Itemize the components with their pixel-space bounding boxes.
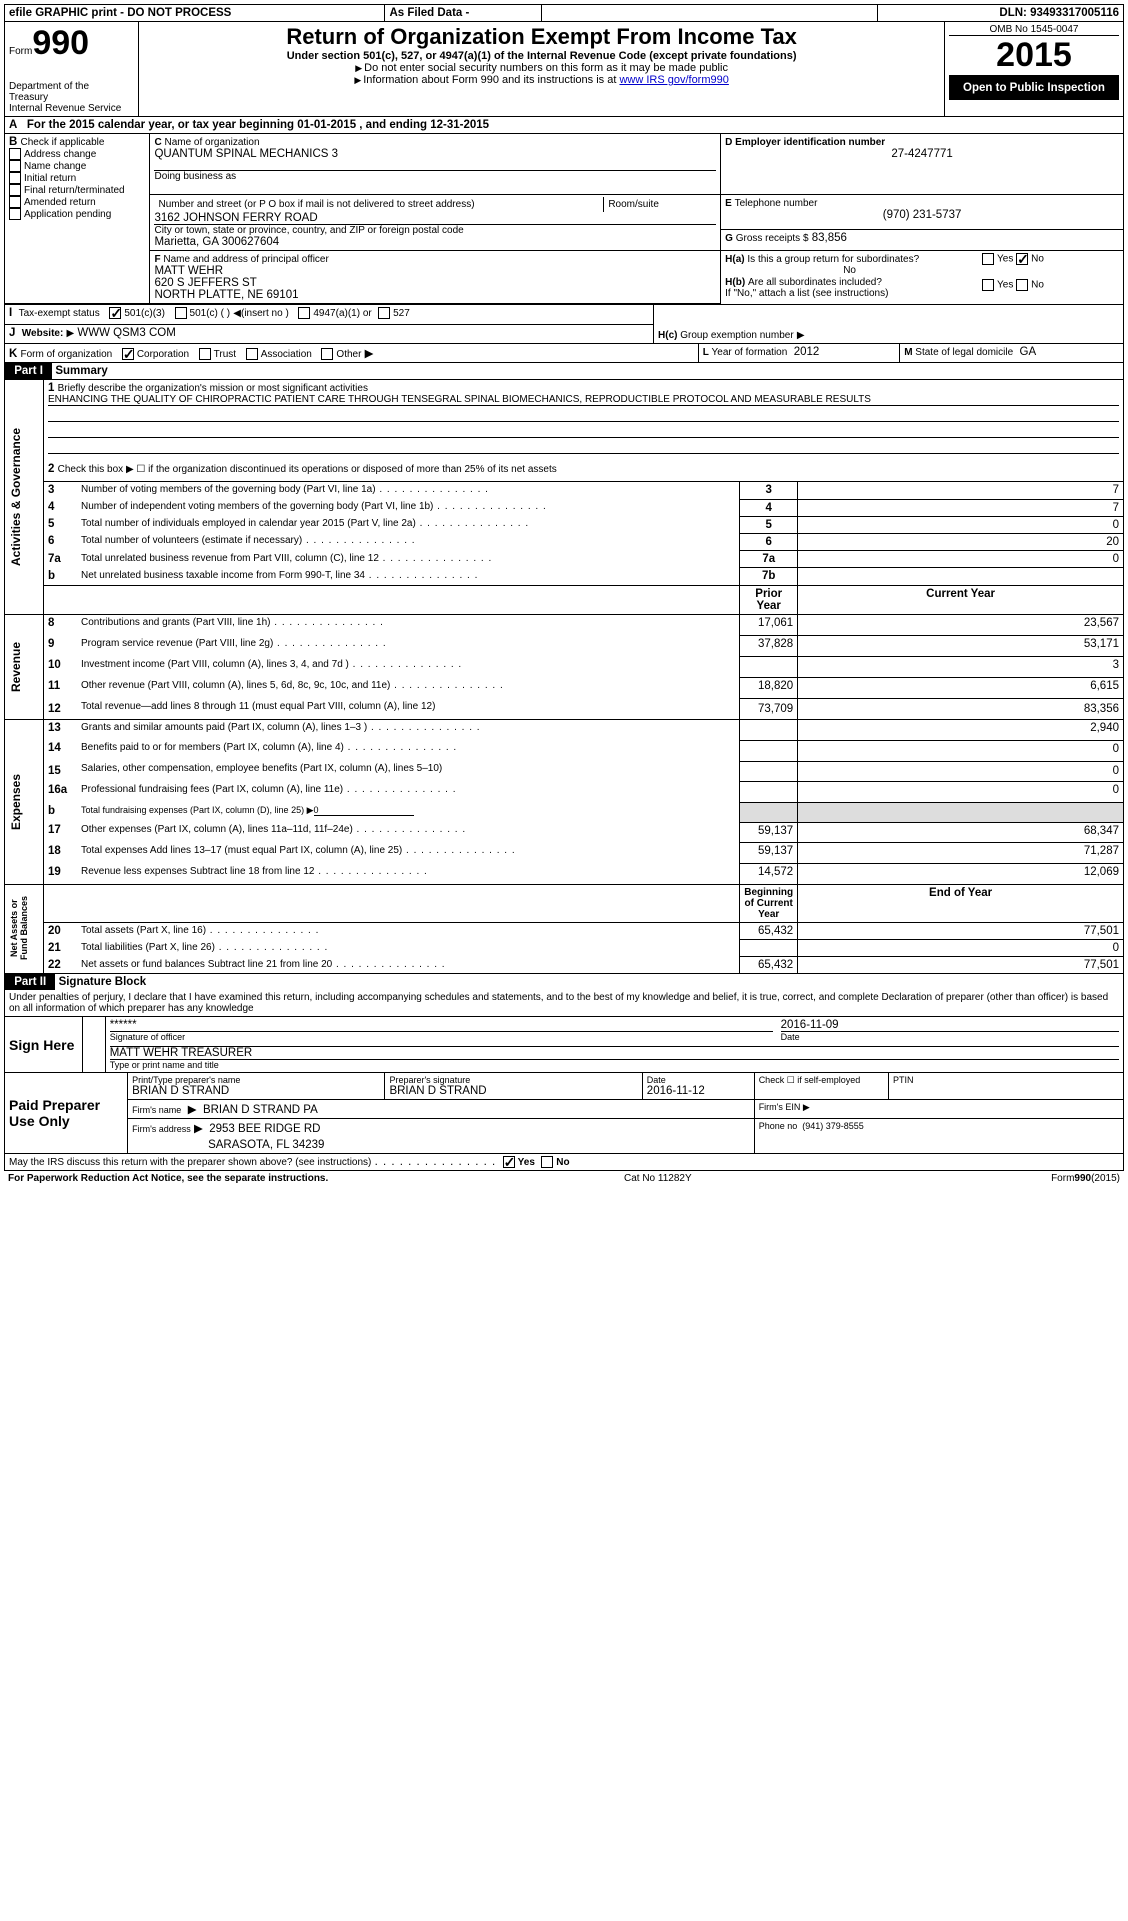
firm-phone: (941) 379-8555 xyxy=(802,1121,864,1131)
ha-no-checkbox[interactable] xyxy=(1016,253,1028,265)
prior-year-header: Prior Year xyxy=(740,585,798,614)
officer-name: MATT WEHR xyxy=(154,265,716,277)
irs-link[interactable]: www IRS gov/form990 xyxy=(619,74,728,86)
4947-checkbox[interactable] xyxy=(298,307,310,319)
street-address: 3162 JOHNSON FERRY ROAD xyxy=(154,212,716,224)
527-checkbox[interactable] xyxy=(378,307,390,319)
501c3-checkbox[interactable] xyxy=(109,307,121,319)
domicile-state: GA xyxy=(1020,346,1037,358)
discuss-yes-checkbox[interactable] xyxy=(503,1156,515,1168)
part1-table: Activities & Governance 1 Briefly descri… xyxy=(4,380,1124,974)
tax-year: 2015 xyxy=(949,36,1119,76)
paid-preparer-block: Paid Preparer Use Only Print/Type prepar… xyxy=(4,1073,1124,1154)
efile-label: efile GRAPHIC print - DO NOT PROCESS xyxy=(5,5,385,22)
name-change-checkbox[interactable] xyxy=(9,160,21,172)
hb-yes-checkbox[interactable] xyxy=(982,279,994,291)
perjury-declaration: Under penalties of perjury, I declare th… xyxy=(4,990,1124,1016)
officer-sign-date: 2016-11-09 xyxy=(781,1019,1119,1031)
hb-no-checkbox[interactable] xyxy=(1016,279,1028,291)
form-number: 990 xyxy=(32,24,89,62)
signature-block: Sign Here ****** Signature of officer 20… xyxy=(4,1016,1124,1073)
gross-receipts: 83,856 xyxy=(812,232,847,244)
other-checkbox[interactable] xyxy=(321,348,333,360)
application-pending-checkbox[interactable] xyxy=(9,208,21,220)
amended-return-checkbox[interactable] xyxy=(9,196,21,208)
officer-print-name: MATT WEHR TREASURER xyxy=(110,1046,1119,1059)
preparer-name: BRIAN D STRAND xyxy=(132,1085,380,1097)
discuss-no-checkbox[interactable] xyxy=(541,1156,553,1168)
501c-checkbox[interactable] xyxy=(175,307,187,319)
dln-cell: DLN: 93493317005116 xyxy=(877,5,1123,22)
form-header: Form990 Department of the Treasury Inter… xyxy=(4,22,1124,117)
address-change-checkbox[interactable] xyxy=(9,148,21,160)
page-footer: For Paperwork Reduction Act Notice, see … xyxy=(4,1171,1124,1186)
trust-checkbox[interactable] xyxy=(199,348,211,360)
form-title: Return of Organization Exempt From Incom… xyxy=(143,24,940,50)
ha-yes-checkbox[interactable] xyxy=(982,253,994,265)
preparer-date: 2016-11-12 xyxy=(647,1085,750,1097)
omb-number: OMB No 1545-0047 xyxy=(949,24,1119,36)
part2-header: Part II xyxy=(5,974,55,990)
corporation-checkbox[interactable] xyxy=(122,348,134,360)
firm-name: BRIAN D STRAND PA xyxy=(203,1104,318,1116)
initial-return-checkbox[interactable] xyxy=(9,172,21,184)
gov-row: 3 Number of voting members of the govern… xyxy=(5,482,1124,499)
top-bar: efile GRAPHIC print - DO NOT PROCESS As … xyxy=(4,4,1124,22)
website: WWW QSM3 COM xyxy=(77,327,175,339)
phone: (970) 231-5737 xyxy=(725,209,1119,221)
entity-info: B Check if applicable Address change Nam… xyxy=(4,134,1124,304)
current-year-header: Current Year xyxy=(798,585,1124,614)
ein: 27-4247771 xyxy=(725,148,1119,160)
mission-text: ENHANCING THE QUALITY OF CHIROPRACTIC PA… xyxy=(48,394,1119,406)
final-return-checkbox[interactable] xyxy=(9,184,21,196)
association-checkbox[interactable] xyxy=(246,348,258,360)
org-name: QUANTUM SPINAL MECHANICS 3 xyxy=(154,148,716,160)
side-governance: Activities & Governance xyxy=(9,382,23,612)
part1-header: Part I xyxy=(5,363,52,379)
open-inspection: Open to Public Inspection xyxy=(949,76,1119,100)
year-formation: 2012 xyxy=(794,346,820,358)
asfiled-label: As Filed Data - xyxy=(385,5,542,22)
city-state-zip: Marietta, GA 300627604 xyxy=(154,236,716,248)
